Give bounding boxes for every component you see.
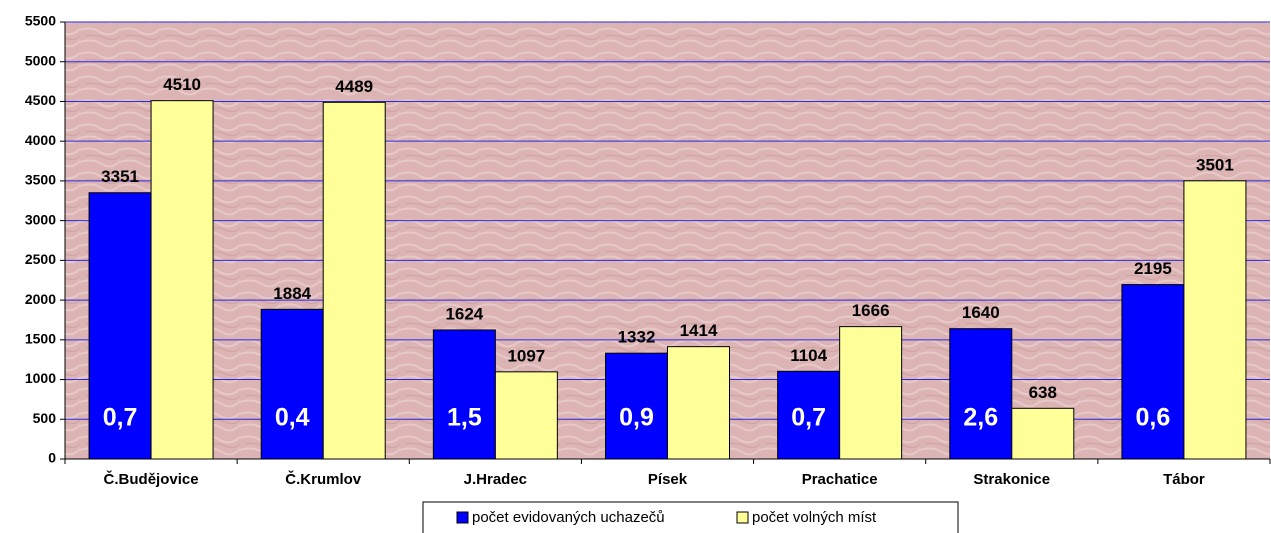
y-tick-label: 3500 (25, 172, 56, 188)
y-tick-label: 3000 (25, 211, 56, 227)
y-tick-label: 1000 (25, 370, 56, 386)
ratio-label: 2,6 (963, 404, 998, 432)
legend-swatch (736, 511, 749, 524)
legend-swatch (456, 511, 469, 524)
legend-label: počet evidovaných uchazečů (472, 509, 665, 526)
bar (1011, 407, 1075, 460)
y-tick-label: 4000 (25, 132, 56, 148)
bar (432, 329, 496, 460)
bar (777, 370, 841, 460)
bar (667, 346, 730, 460)
value-label: 1884 (273, 284, 311, 303)
bar (839, 326, 903, 460)
x-tick-label: Č.Krumlov (285, 470, 362, 488)
value-label: 1332 (618, 328, 656, 347)
bar (605, 352, 668, 460)
y-tick-label: 5000 (25, 52, 56, 68)
y-tick-label: 4500 (25, 92, 56, 108)
y-tick-label: 500 (33, 410, 57, 426)
bar (322, 101, 386, 460)
value-label: 638 (1029, 383, 1057, 402)
legend-box (422, 501, 959, 533)
x-tick-label: Písek (648, 471, 688, 488)
x-tick-label: Tábor (1163, 471, 1205, 488)
ratio-label: 0,4 (275, 404, 310, 432)
value-label: 4489 (335, 77, 373, 96)
ratio-label: 0,6 (1136, 404, 1171, 432)
x-tick-label: Č.Budějovice (104, 470, 199, 488)
value-label: 1104 (790, 346, 827, 365)
value-label: 4510 (163, 75, 201, 94)
value-label: 1097 (507, 346, 545, 365)
y-tick-label: 0 (48, 450, 56, 466)
bar (88, 192, 152, 460)
y-tick-label: 1500 (25, 331, 56, 347)
bar (949, 328, 1013, 460)
value-label: 2195 (1134, 259, 1172, 278)
bar (260, 308, 324, 460)
bar (1183, 180, 1247, 460)
bar (494, 371, 558, 460)
value-label: 1624 (445, 304, 483, 323)
legend-label: počet volných míst (752, 509, 877, 526)
ratio-label: 0,9 (619, 404, 654, 432)
x-tick-label: Strakonice (973, 471, 1050, 488)
ratio-label: 0,7 (103, 404, 138, 432)
value-label: 3501 (1196, 155, 1234, 174)
value-label: 1640 (962, 303, 1000, 322)
y-tick-label: 2500 (25, 251, 56, 267)
bar (1121, 284, 1185, 460)
value-label: 1414 (680, 321, 718, 340)
y-tick-label: 5500 (25, 13, 56, 29)
value-label: 3351 (101, 167, 139, 186)
x-tick-label: Prachatice (802, 471, 878, 488)
y-tick-label: 2000 (25, 291, 56, 307)
bar (150, 100, 214, 460)
x-tick-label: J.Hradec (464, 471, 527, 488)
ratio-label: 1,5 (447, 404, 482, 432)
ratio-label: 0,7 (791, 404, 826, 432)
value-label: 1666 (852, 301, 890, 320)
